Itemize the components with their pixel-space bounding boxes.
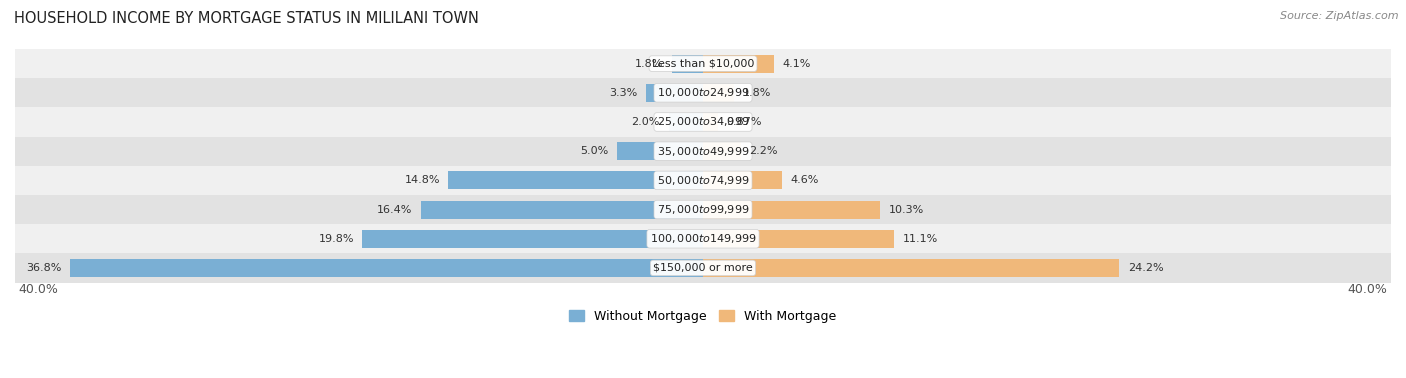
Text: 4.1%: 4.1% — [782, 59, 810, 69]
Text: Less than $10,000: Less than $10,000 — [652, 59, 754, 69]
Bar — [647, 84, 703, 102]
Text: 5.0%: 5.0% — [581, 146, 609, 156]
Bar — [703, 142, 741, 160]
Text: 2.2%: 2.2% — [749, 146, 778, 156]
Text: 24.2%: 24.2% — [1128, 263, 1164, 273]
Bar — [703, 54, 773, 73]
Text: 3.3%: 3.3% — [609, 88, 638, 98]
Text: 19.8%: 19.8% — [318, 234, 354, 244]
Text: $150,000 or more: $150,000 or more — [654, 263, 752, 273]
Bar — [703, 200, 880, 218]
Legend: Without Mortgage, With Mortgage: Without Mortgage, With Mortgage — [564, 305, 842, 328]
Text: $35,000 to $49,999: $35,000 to $49,999 — [657, 145, 749, 158]
Text: 40.0%: 40.0% — [18, 282, 58, 296]
Text: 14.8%: 14.8% — [405, 175, 440, 185]
Bar — [703, 230, 894, 248]
Text: 0.87%: 0.87% — [727, 117, 762, 127]
Text: $50,000 to $74,999: $50,000 to $74,999 — [657, 174, 749, 187]
Text: $25,000 to $34,999: $25,000 to $34,999 — [657, 116, 749, 129]
Bar — [15, 195, 1391, 224]
Bar — [15, 136, 1391, 166]
Text: 4.6%: 4.6% — [790, 175, 820, 185]
Text: 11.1%: 11.1% — [903, 234, 938, 244]
Bar — [15, 224, 1391, 253]
Bar — [15, 166, 1391, 195]
Bar — [420, 200, 703, 218]
Text: 40.0%: 40.0% — [1348, 282, 1388, 296]
Text: $75,000 to $99,999: $75,000 to $99,999 — [657, 203, 749, 216]
Bar — [15, 49, 1391, 78]
Bar — [363, 230, 703, 248]
Text: 36.8%: 36.8% — [27, 263, 62, 273]
Text: $100,000 to $149,999: $100,000 to $149,999 — [650, 232, 756, 245]
Bar — [617, 142, 703, 160]
Bar — [15, 253, 1391, 282]
Bar — [449, 171, 703, 189]
Bar — [70, 259, 703, 277]
Text: 10.3%: 10.3% — [889, 204, 924, 215]
Bar — [703, 84, 734, 102]
Text: 2.0%: 2.0% — [631, 117, 659, 127]
Text: Source: ZipAtlas.com: Source: ZipAtlas.com — [1281, 11, 1399, 21]
Bar — [15, 107, 1391, 136]
Bar — [703, 259, 1119, 277]
Bar — [672, 54, 703, 73]
Text: 16.4%: 16.4% — [377, 204, 412, 215]
Bar — [703, 113, 718, 131]
Text: HOUSEHOLD INCOME BY MORTGAGE STATUS IN MILILANI TOWN: HOUSEHOLD INCOME BY MORTGAGE STATUS IN M… — [14, 11, 479, 26]
Bar — [703, 171, 782, 189]
Text: 1.8%: 1.8% — [742, 88, 770, 98]
Text: 1.8%: 1.8% — [636, 59, 664, 69]
Text: $10,000 to $24,999: $10,000 to $24,999 — [657, 86, 749, 99]
Bar — [15, 78, 1391, 107]
Bar — [669, 113, 703, 131]
